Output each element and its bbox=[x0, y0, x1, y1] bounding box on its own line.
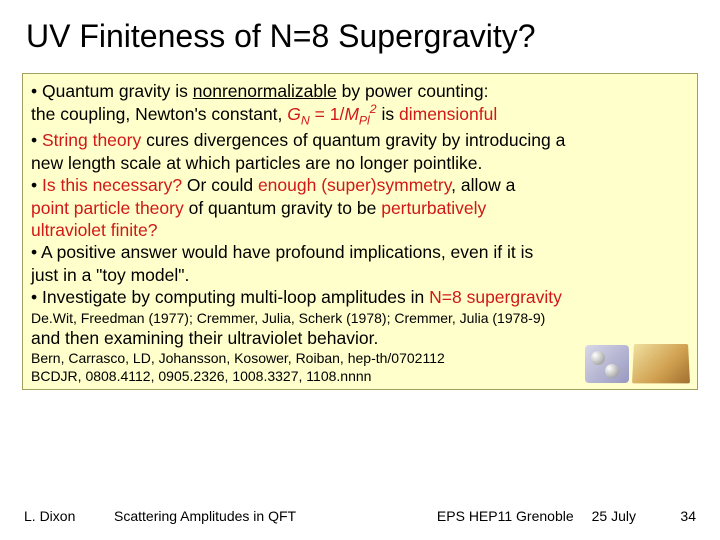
footer-author: L. Dixon bbox=[24, 508, 114, 524]
slide-title: UV Finiteness of N=8 Supergravity? bbox=[0, 0, 720, 65]
text: the coupling, Newton's constant, bbox=[31, 104, 287, 124]
brane-icon bbox=[632, 344, 690, 383]
footer-page-number: 34 bbox=[666, 508, 696, 524]
text: is bbox=[377, 104, 399, 124]
bullet-2: • String theory cures divergences of qua… bbox=[31, 129, 689, 151]
bullet-2b: new length scale at which particles are … bbox=[31, 152, 689, 174]
point-particle: point particle theory bbox=[31, 198, 184, 218]
ref-1: De.Wit, Freedman (1977); Cremmer, Julia,… bbox=[31, 309, 689, 327]
bullet-4b: just in a "toy model". bbox=[31, 264, 689, 286]
gn: GN bbox=[287, 104, 309, 124]
text-underline: nonrenormalizable bbox=[193, 81, 337, 101]
text: • bbox=[31, 175, 42, 195]
enough-symmetry: enough (super)symmetry bbox=[258, 175, 451, 195]
footer-date: 25 July bbox=[592, 508, 666, 524]
text: Or could bbox=[182, 175, 258, 195]
bullet-1b: the coupling, Newton's constant, GN = 1/… bbox=[31, 102, 689, 129]
dimensionful: dimensionful bbox=[399, 104, 497, 124]
decorative-images bbox=[585, 343, 689, 383]
footer: L. Dixon Scattering Amplitudes in QFT EP… bbox=[0, 508, 720, 524]
footer-talk: Scattering Amplitudes in QFT bbox=[114, 508, 437, 524]
spheres-icon bbox=[585, 345, 629, 383]
text: • Investigate by computing multi-loop am… bbox=[31, 287, 429, 307]
bullet-4: • A positive answer would have profound … bbox=[31, 241, 689, 263]
text: , allow a bbox=[451, 175, 515, 195]
bullet-3c: ultraviolet finite? bbox=[31, 219, 689, 241]
bullet-3: • Is this necessary? Or could enough (su… bbox=[31, 174, 689, 196]
mpl: MPl2 bbox=[344, 104, 376, 124]
string-theory: String theory bbox=[42, 130, 141, 150]
text: cures divergences of quantum gravity by … bbox=[141, 130, 565, 150]
perturbatively: perturbatively bbox=[381, 198, 486, 218]
text: of quantum gravity to be bbox=[184, 198, 381, 218]
text: • Quantum gravity is bbox=[31, 81, 193, 101]
bullet-1: • Quantum gravity is nonrenormalizable b… bbox=[31, 80, 689, 102]
text: • bbox=[31, 130, 42, 150]
eq: = 1/ bbox=[310, 104, 345, 124]
bullet-3b: point particle theory of quantum gravity… bbox=[31, 197, 689, 219]
bullet-5: • Investigate by computing multi-loop am… bbox=[31, 286, 689, 308]
text: by power counting: bbox=[337, 81, 489, 101]
n8-supergravity: N=8 supergravity bbox=[429, 287, 562, 307]
is-necessary: Is this necessary? bbox=[42, 175, 182, 195]
footer-venue: EPS HEP11 Grenoble bbox=[437, 508, 592, 524]
content-box: • Quantum gravity is nonrenormalizable b… bbox=[22, 73, 698, 390]
